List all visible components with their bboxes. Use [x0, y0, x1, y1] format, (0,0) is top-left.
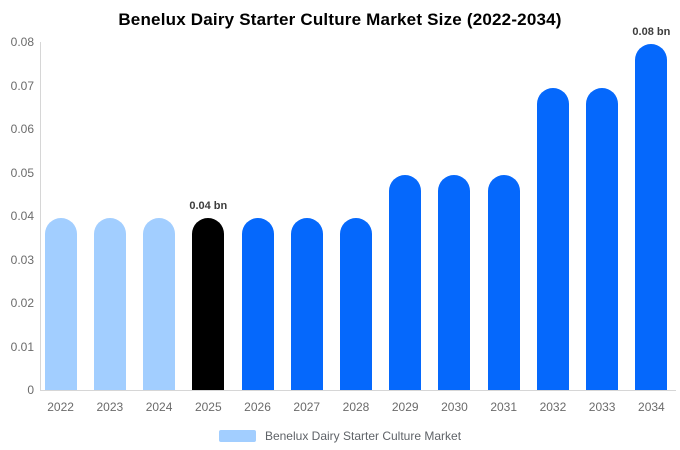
chart-title: Benelux Dairy Starter Culture Market Siz… [118, 10, 562, 29]
bar-2022 [44, 218, 77, 390]
y-axis-line [40, 42, 41, 390]
y-tick-label: 0.05 [10, 165, 34, 180]
bar-2025 [192, 218, 225, 390]
bar-2026 [241, 218, 274, 390]
x-tick-label-2031: 2031 [490, 400, 518, 414]
x-tick-label-2025: 2025 [194, 400, 222, 414]
bar-2028 [340, 218, 372, 390]
y-tick-label: 0 [27, 383, 34, 397]
x-tick-label-2027: 2027 [293, 400, 321, 414]
bar-2031 [487, 174, 520, 390]
x-tick-label-2030: 2030 [441, 400, 468, 414]
bar-2029 [389, 174, 422, 390]
y-tick-label: 0.07 [10, 78, 34, 93]
value-label-2025: 0.04 bn [189, 200, 228, 213]
y-tick-label: 0.03 [10, 252, 34, 267]
bar-2024 [143, 218, 176, 390]
x-tick-label-2026: 2026 [244, 400, 271, 414]
bar-2032 [536, 87, 569, 390]
x-tick-label-2028: 2028 [342, 400, 370, 414]
x-tick-label-2034: 2034 [638, 400, 665, 414]
bar-2033 [586, 87, 619, 390]
x-tick-label-2022: 2022 [47, 400, 74, 414]
legend: Benelux Dairy Starter Culture Market [0, 427, 680, 445]
x-tick-label-2023: 2023 [96, 400, 124, 414]
x-tick-label-2029: 2029 [391, 400, 419, 414]
y-tick-label: 0.04 [10, 209, 34, 223]
y-tick-label: 0.01 [10, 339, 34, 354]
bar-2030 [438, 174, 471, 390]
x-axis-line [40, 390, 676, 391]
x-tick-label-2032: 2032 [539, 400, 567, 414]
bar-2034 [635, 44, 668, 390]
legend-label: Benelux Dairy Starter Culture Market [264, 429, 462, 443]
value-label-2034: 0.08 bn [632, 26, 671, 39]
bar-2027 [290, 218, 323, 390]
legend-swatch [218, 430, 256, 442]
y-tick-label: 0.02 [10, 296, 34, 310]
x-tick-label-2024: 2024 [145, 400, 173, 414]
y-tick-label: 0.08 [10, 35, 34, 49]
x-tick-label-2033: 2033 [588, 400, 616, 414]
y-tick-label: 0.06 [10, 122, 34, 136]
bar-2023 [93, 218, 126, 390]
